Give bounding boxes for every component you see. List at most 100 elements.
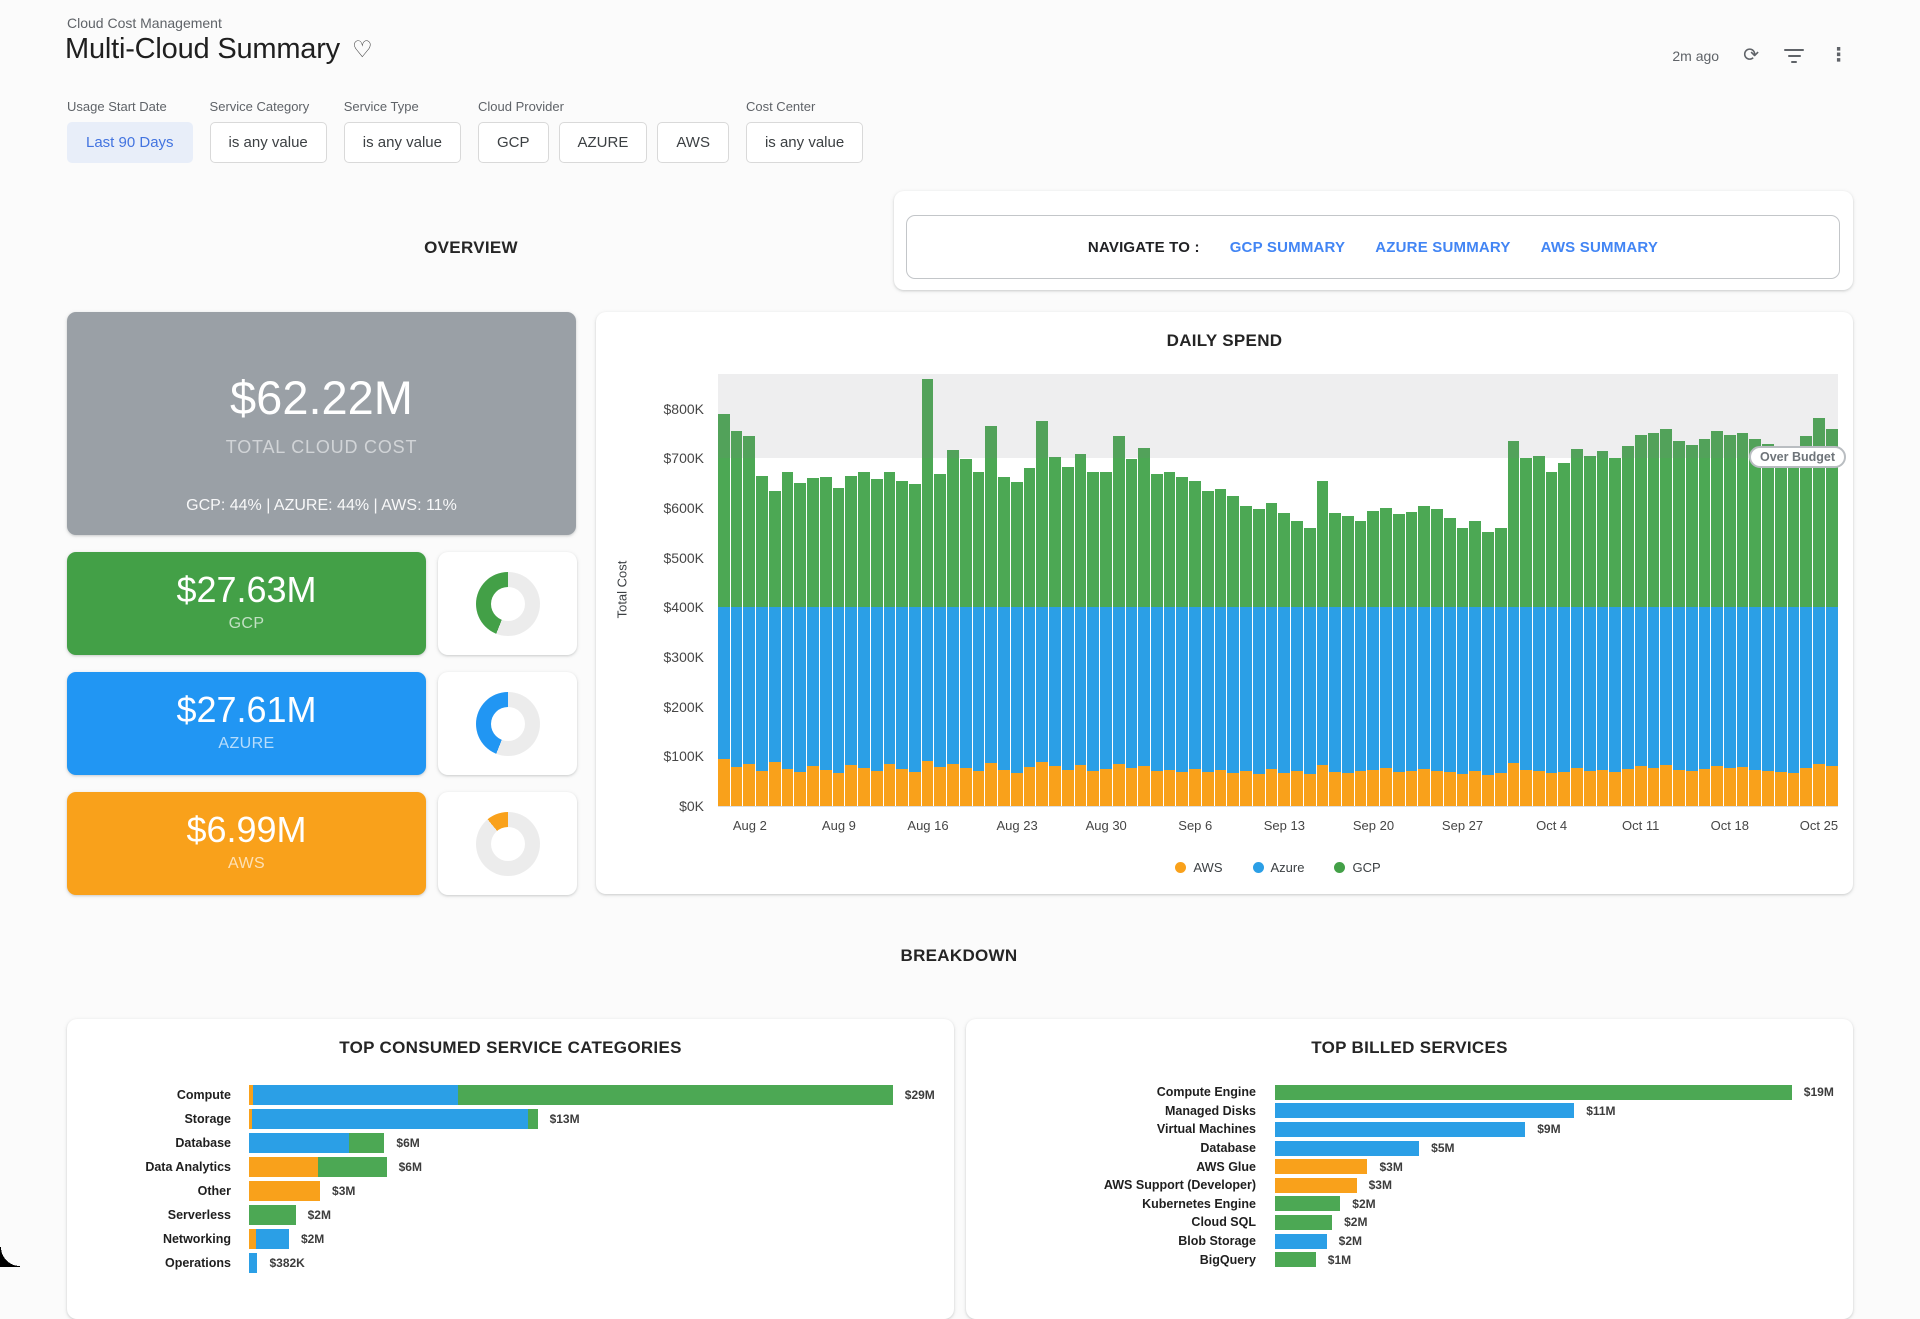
daily-bar[interactable] bbox=[1469, 521, 1481, 807]
daily-bar[interactable] bbox=[782, 472, 794, 806]
daily-bar[interactable] bbox=[833, 488, 845, 806]
filter-chip-is-any-value[interactable]: is any value bbox=[210, 122, 327, 163]
daily-bar[interactable] bbox=[1775, 450, 1787, 806]
daily-bar[interactable] bbox=[1100, 472, 1112, 806]
row-bar[interactable] bbox=[249, 1085, 893, 1105]
row-bar[interactable] bbox=[1275, 1103, 1574, 1118]
daily-bar[interactable] bbox=[1520, 458, 1532, 806]
daily-bar[interactable] bbox=[1737, 433, 1749, 806]
daily-bar[interactable] bbox=[1622, 446, 1634, 806]
daily-bar[interactable] bbox=[1189, 481, 1201, 806]
row-bar[interactable] bbox=[249, 1205, 296, 1225]
filter-chip-aws[interactable]: AWS bbox=[657, 122, 729, 163]
row-bar[interactable] bbox=[249, 1229, 289, 1249]
row-bar[interactable] bbox=[1275, 1159, 1367, 1174]
daily-bar[interactable] bbox=[1176, 477, 1188, 806]
daily-bar[interactable] bbox=[1253, 509, 1265, 806]
filter-chip-gcp[interactable]: GCP bbox=[478, 122, 549, 163]
daily-bar[interactable] bbox=[1699, 439, 1711, 806]
daily-bar[interactable] bbox=[1597, 451, 1609, 806]
daily-bar[interactable] bbox=[794, 483, 806, 806]
daily-bar[interactable] bbox=[807, 478, 819, 806]
daily-bar[interactable] bbox=[1049, 457, 1061, 806]
daily-bar[interactable] bbox=[1444, 518, 1456, 806]
legend-item-gcp[interactable]: GCP bbox=[1334, 860, 1380, 875]
row-bar[interactable] bbox=[249, 1157, 387, 1177]
daily-bar[interactable] bbox=[1227, 496, 1239, 806]
daily-bar[interactable] bbox=[1788, 458, 1800, 806]
daily-bar[interactable] bbox=[1648, 433, 1660, 806]
daily-bar[interactable] bbox=[1800, 436, 1812, 806]
daily-bar[interactable] bbox=[922, 379, 934, 806]
daily-bar[interactable] bbox=[909, 484, 921, 806]
daily-bar[interactable] bbox=[1571, 449, 1583, 807]
filter-chip-last-90-days[interactable]: Last 90 Days bbox=[67, 122, 193, 163]
daily-bar[interactable] bbox=[1457, 528, 1469, 806]
daily-bar[interactable] bbox=[1266, 503, 1278, 806]
favorite-heart-icon[interactable]: ♡ bbox=[352, 38, 373, 61]
daily-bar[interactable] bbox=[1431, 509, 1443, 806]
daily-bar[interactable] bbox=[884, 472, 896, 806]
row-bar[interactable] bbox=[1275, 1234, 1327, 1249]
daily-bar[interactable] bbox=[1762, 444, 1774, 806]
row-bar[interactable] bbox=[249, 1109, 538, 1129]
daily-bar[interactable] bbox=[1011, 482, 1023, 806]
legend-item-aws[interactable]: AWS bbox=[1175, 860, 1222, 875]
navigate-link-gcp-summary[interactable]: GCP SUMMARY bbox=[1230, 239, 1346, 256]
daily-bar[interactable] bbox=[1584, 456, 1596, 806]
daily-bar[interactable] bbox=[1113, 436, 1125, 806]
row-bar[interactable] bbox=[1275, 1252, 1316, 1267]
daily-bar[interactable] bbox=[1240, 506, 1252, 806]
daily-bar[interactable] bbox=[1495, 528, 1507, 806]
daily-bar[interactable] bbox=[1724, 435, 1736, 806]
daily-bar[interactable] bbox=[1164, 472, 1176, 806]
daily-bar[interactable] bbox=[1826, 429, 1838, 806]
daily-bar[interactable] bbox=[1075, 454, 1087, 806]
daily-bar[interactable] bbox=[1635, 435, 1647, 806]
daily-bar[interactable] bbox=[1749, 439, 1761, 806]
daily-bar[interactable] bbox=[718, 414, 730, 806]
navigate-link-aws-summary[interactable]: AWS SUMMARY bbox=[1541, 239, 1658, 256]
filter-icon[interactable] bbox=[1783, 49, 1805, 63]
daily-bar[interactable] bbox=[1533, 456, 1545, 806]
daily-bar[interactable] bbox=[1138, 448, 1150, 806]
daily-bar[interactable] bbox=[947, 450, 959, 807]
daily-bar[interactable] bbox=[1406, 512, 1418, 806]
daily-bar[interactable] bbox=[1087, 472, 1099, 806]
filter-chip-is-any-value[interactable]: is any value bbox=[746, 122, 863, 163]
daily-bar[interactable] bbox=[934, 474, 946, 806]
daily-bar[interactable] bbox=[1660, 429, 1672, 806]
daily-bar[interactable] bbox=[973, 472, 985, 806]
daily-bar[interactable] bbox=[1482, 532, 1494, 806]
daily-bar[interactable] bbox=[985, 426, 997, 806]
daily-bar[interactable] bbox=[1686, 445, 1698, 806]
daily-bar[interactable] bbox=[1558, 463, 1570, 806]
daily-bar[interactable] bbox=[1329, 513, 1341, 806]
refresh-icon[interactable]: ⟳ bbox=[1743, 44, 1759, 67]
daily-bar[interactable] bbox=[1342, 516, 1354, 806]
daily-bar[interactable] bbox=[1126, 459, 1138, 806]
daily-bar[interactable] bbox=[1813, 418, 1825, 806]
daily-bar[interactable] bbox=[756, 476, 768, 806]
daily-bar[interactable] bbox=[1151, 474, 1163, 806]
row-bar[interactable] bbox=[1275, 1141, 1419, 1156]
row-bar[interactable] bbox=[1275, 1085, 1792, 1100]
row-bar[interactable] bbox=[1275, 1178, 1357, 1193]
daily-bar[interactable] bbox=[1393, 514, 1405, 806]
daily-bar[interactable] bbox=[1546, 472, 1558, 806]
legend-item-azure[interactable]: Azure bbox=[1253, 860, 1305, 875]
daily-bar[interactable] bbox=[1317, 481, 1329, 806]
daily-bar[interactable] bbox=[1609, 458, 1621, 806]
daily-bar[interactable] bbox=[1202, 491, 1214, 806]
filter-chip-azure[interactable]: AZURE bbox=[559, 122, 648, 163]
daily-bar[interactable] bbox=[1367, 511, 1379, 806]
daily-bar[interactable] bbox=[858, 472, 870, 806]
daily-bar[interactable] bbox=[1278, 513, 1290, 806]
daily-bar[interactable] bbox=[820, 477, 832, 806]
row-bar[interactable] bbox=[1275, 1215, 1332, 1230]
daily-bar[interactable] bbox=[1673, 441, 1685, 806]
daily-bar[interactable] bbox=[1062, 467, 1074, 806]
row-bar[interactable] bbox=[1275, 1196, 1340, 1211]
daily-bar[interactable] bbox=[1304, 528, 1316, 806]
daily-bar[interactable] bbox=[1291, 521, 1303, 807]
